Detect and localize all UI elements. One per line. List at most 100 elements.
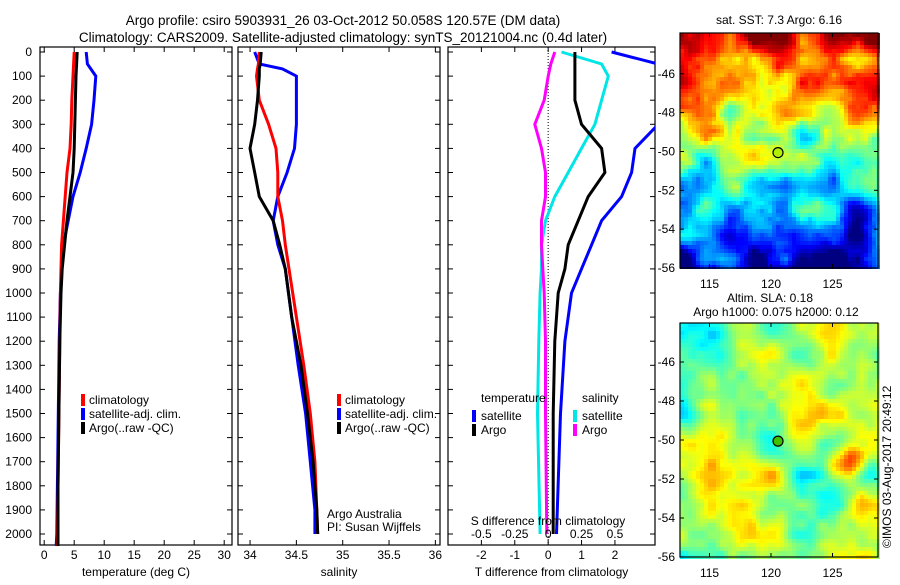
map-cell [864, 217, 868, 221]
legend-title: temperature [481, 391, 546, 405]
map-cell [764, 331, 768, 335]
map-cell [844, 101, 848, 105]
map-cell [828, 339, 832, 343]
map-cell [800, 379, 804, 383]
map-cell [792, 157, 796, 161]
map-cell [752, 343, 756, 347]
map-cell [780, 89, 784, 93]
map-cell [744, 229, 748, 233]
map-cell [832, 53, 836, 57]
map-cell [776, 49, 780, 53]
map-cell [804, 233, 808, 237]
map-cell [736, 165, 740, 169]
map-cell [864, 407, 868, 411]
map-cell [808, 201, 812, 205]
map-cell [692, 435, 696, 439]
s-tick-label: -0.5 [471, 527, 492, 541]
map-cell [864, 41, 868, 45]
map-cell [780, 257, 784, 261]
map-cell [820, 229, 824, 233]
map-cell [740, 53, 744, 57]
map-cell [752, 105, 756, 109]
map-cell [684, 121, 688, 125]
map-cell [828, 411, 832, 415]
map-cell [780, 221, 784, 225]
map-cell [696, 181, 700, 185]
map-cell [872, 339, 876, 343]
map-cell [852, 209, 856, 213]
map-cell [768, 225, 772, 229]
map-cell [792, 347, 796, 351]
map-cell [812, 367, 816, 371]
map-cell [760, 141, 764, 145]
map-cell [860, 331, 864, 335]
map-cell [852, 237, 856, 241]
map-cell [716, 233, 720, 237]
map-cell [784, 241, 788, 245]
map-cell [716, 161, 720, 165]
map-cell [844, 49, 848, 53]
map-cell [712, 157, 716, 161]
map-cell [860, 351, 864, 355]
map-cell [744, 435, 748, 439]
map-cell [844, 451, 848, 455]
map-cell [732, 125, 736, 129]
map-cell [832, 379, 836, 383]
map-cell [820, 245, 824, 249]
map-cell [864, 81, 868, 85]
map-cell [852, 165, 856, 169]
map-cell [812, 331, 816, 335]
map-cell [820, 189, 824, 193]
map-cell [864, 253, 868, 257]
map-cell [688, 327, 692, 331]
map-cell [836, 49, 840, 53]
map-cell [732, 419, 736, 423]
map-cell [720, 85, 724, 89]
map-cell [784, 415, 788, 419]
map-cell [704, 435, 708, 439]
map-cell [756, 49, 760, 53]
map-cell [844, 241, 848, 245]
map-cell [836, 125, 840, 129]
map-cell [684, 73, 688, 77]
map-cell [688, 379, 692, 383]
map-cell [864, 117, 868, 121]
map-cell [724, 229, 728, 233]
map-cell [840, 109, 844, 113]
map-cell [828, 451, 832, 455]
map-cell [704, 109, 708, 113]
map-cell [768, 447, 772, 451]
map-cell [732, 241, 736, 245]
map-cell [708, 363, 712, 367]
map-cell [688, 363, 692, 367]
map-cell [716, 69, 720, 73]
map-cell [724, 125, 728, 129]
map-cell [768, 237, 772, 241]
map-cell [804, 407, 808, 411]
map-cell [804, 217, 808, 221]
map-cell [776, 73, 780, 77]
map-cell [708, 335, 712, 339]
map-cell [852, 217, 856, 221]
map-cell [852, 193, 856, 197]
map-cell [724, 323, 728, 327]
map-cell [708, 367, 712, 371]
map-cell [756, 157, 760, 161]
map-cell [684, 49, 688, 53]
map-cell [724, 439, 728, 443]
map-cell [860, 245, 864, 249]
map-cell [828, 431, 832, 435]
map-cell [840, 105, 844, 109]
map-cell [768, 101, 772, 105]
map-cell [716, 403, 720, 407]
map-cell [844, 165, 848, 169]
map-cell [772, 105, 776, 109]
map-cell [724, 41, 728, 45]
map-cell [736, 169, 740, 173]
map-cell [712, 407, 716, 411]
map-cell [784, 177, 788, 181]
map-cell [828, 101, 832, 105]
map-cell [716, 49, 720, 53]
map-cell [732, 173, 736, 177]
map-cell [728, 451, 732, 455]
